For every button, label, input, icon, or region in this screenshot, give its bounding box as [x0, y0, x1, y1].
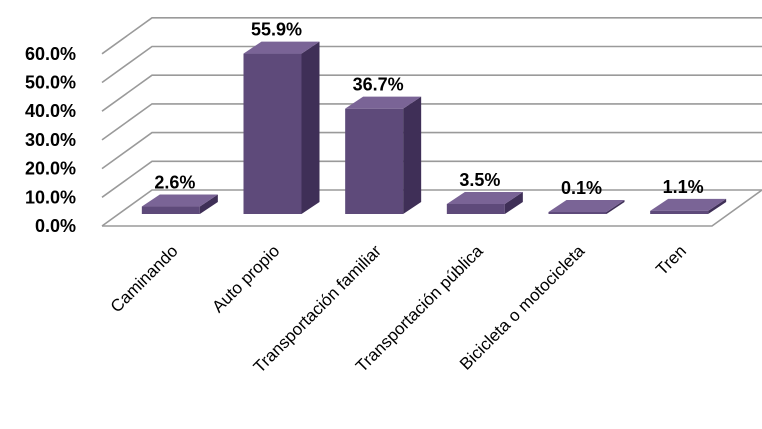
y-tick-label: 40.0% — [25, 101, 76, 121]
bar — [650, 198, 727, 214]
y-tick-label: 0.0% — [35, 216, 76, 236]
floor-edge — [102, 189, 762, 227]
bar-front — [345, 108, 404, 214]
bar-side — [708, 198, 727, 214]
bar — [141, 194, 218, 214]
category-label: Tren — [652, 241, 690, 279]
bar-top — [446, 191, 523, 204]
bar-top — [650, 198, 727, 211]
category-label: Caminando — [107, 241, 182, 316]
bar — [243, 41, 320, 214]
bar — [548, 200, 625, 214]
bar-side — [606, 200, 625, 214]
bar-front — [446, 203, 505, 214]
data-label: 0.1% — [561, 178, 602, 198]
gridline — [101, 74, 762, 112]
bar — [345, 96, 422, 214]
gridline — [101, 189, 762, 227]
data-label: 55.9% — [251, 20, 302, 40]
gridline — [101, 131, 762, 170]
data-label: 3.5% — [459, 170, 500, 190]
y-tick-label: 50.0% — [25, 73, 76, 93]
y-tick-label: 20.0% — [25, 159, 76, 179]
bar-front — [650, 210, 709, 214]
category-label: Auto propio — [208, 241, 283, 316]
bar-side — [504, 191, 523, 214]
gridline — [101, 45, 762, 84]
bar-top — [141, 194, 218, 207]
bars — [141, 41, 727, 214]
data-label: 2.6% — [154, 173, 195, 193]
y-tick-label: 30.0% — [25, 130, 76, 150]
y-axis-ticks: 0.0% 10.0% 20.0% 30.0% 40.0% 50.0% 60.0% — [25, 44, 76, 236]
bar-side — [199, 194, 218, 214]
data-labels: 2.6% 55.9% 36.7% 3.5% 0.1% 1.1% — [154, 20, 703, 198]
bar-top — [243, 41, 320, 54]
y-tick-label: 60.0% — [25, 44, 76, 64]
gridline — [101, 16, 762, 55]
bar-front — [548, 212, 607, 214]
bar-top — [548, 200, 625, 212]
bar-front — [141, 206, 200, 214]
bar-side — [403, 96, 422, 214]
bar-front — [243, 53, 302, 214]
gridline — [101, 103, 762, 141]
data-label: 36.7% — [353, 75, 404, 95]
gridline — [101, 160, 762, 198]
bar — [446, 191, 523, 214]
y-tick-label: 10.0% — [25, 187, 76, 207]
bar-side — [301, 41, 320, 214]
bar-top — [345, 96, 422, 109]
gridlines — [101, 16, 762, 227]
data-label: 1.1% — [663, 177, 704, 197]
